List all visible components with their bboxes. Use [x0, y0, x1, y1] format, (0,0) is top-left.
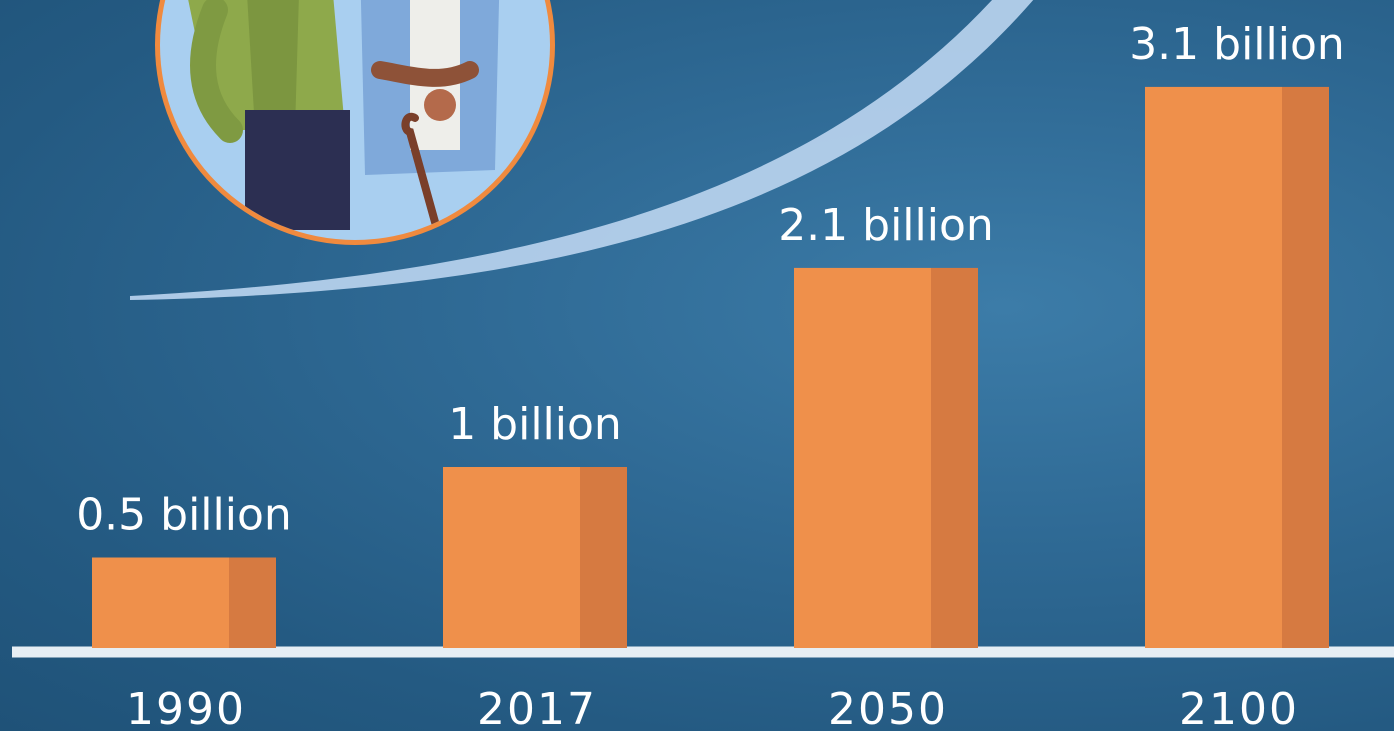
x-tick-label-1990: 1990: [126, 684, 246, 731]
bar-2017: [443, 467, 580, 648]
value-labels-group: 0.5 billion 1 billion 2.1 billion 3.1 bi…: [76, 19, 1345, 541]
bar-side-2017: [580, 467, 627, 648]
elderly-couple-icon: [155, 0, 555, 245]
bar-side-1990: [229, 557, 276, 648]
x-tick-labels-group: 1990 2017 2050 2100: [126, 684, 1299, 731]
bar-2100: [1145, 86, 1282, 648]
value-label-2100: 3.1 billion: [1129, 19, 1345, 70]
bar-side-2100: [1282, 86, 1329, 648]
value-label-1990: 0.5 billion: [76, 490, 292, 541]
value-label-2050: 2.1 billion: [778, 200, 994, 251]
bar-1990: [92, 557, 229, 648]
bar-2050: [794, 267, 931, 648]
x-tick-label-2017: 2017: [477, 684, 597, 731]
x-tick-label-2050: 2050: [828, 684, 948, 731]
swoosh-arrow: [130, 0, 1034, 300]
x-tick-label-2100: 2100: [1179, 684, 1299, 731]
bar-side-2050: [931, 267, 978, 648]
value-label-2017: 1 billion: [448, 399, 622, 450]
bars-group: [92, 86, 1329, 648]
